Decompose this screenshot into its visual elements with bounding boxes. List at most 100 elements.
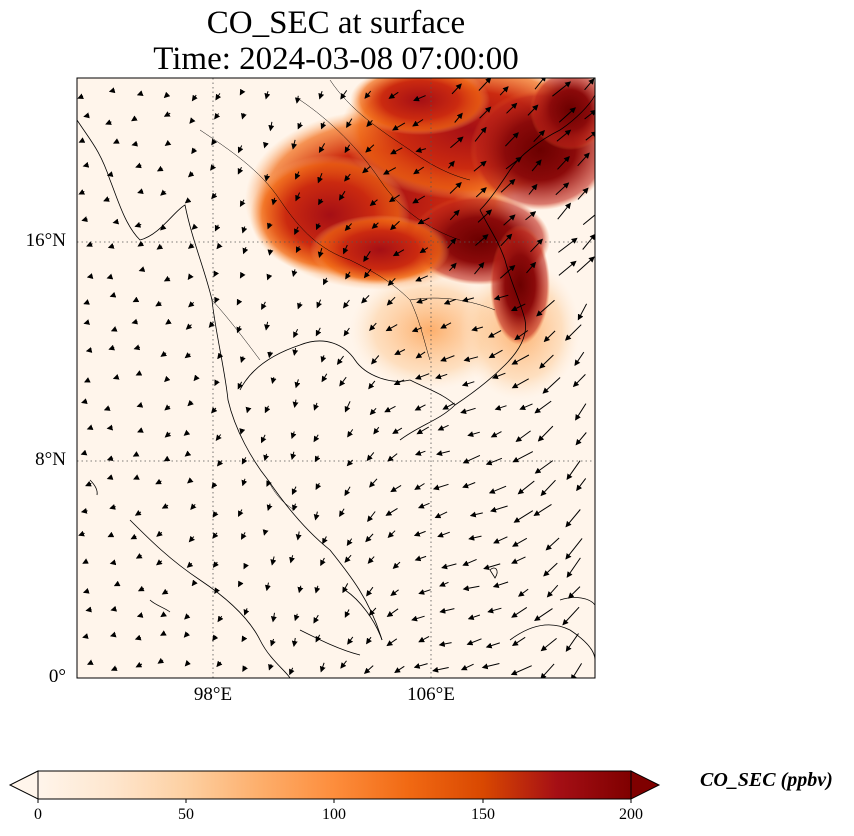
wind-arrow: [133, 344, 141, 351]
wind-arrow: [237, 166, 244, 175]
wind-arrow: [321, 373, 328, 383]
wind-arrow: [108, 344, 116, 351]
wind-arrow: [80, 507, 88, 514]
wind-arrow: [342, 244, 349, 255]
wind-arrow: [109, 504, 116, 510]
wind-arrow: [238, 509, 244, 517]
wind-arrow: [537, 425, 554, 442]
wind-arrow: [471, 325, 484, 332]
wind-arrow: [575, 403, 587, 421]
wind-arrow: [511, 378, 529, 389]
wind-arrow: [293, 613, 300, 622]
wind-arrow: [214, 112, 221, 120]
wind-arrow: [136, 401, 144, 408]
wind-arrow: [387, 530, 396, 538]
wind-arrow: [160, 224, 167, 231]
wind-arrow: [462, 454, 481, 464]
wind-arrow: [270, 556, 277, 566]
wind-arrow: [555, 182, 570, 196]
wind-arrow: [469, 511, 483, 518]
colorbar-tick-200: 200: [619, 806, 643, 823]
wind-arrow: [86, 273, 94, 279]
wind-arrow: [584, 78, 595, 91]
wind-arrow: [83, 299, 90, 305]
plot-title-line2: Time: 2024-03-08 07:00:00: [153, 41, 519, 77]
wind-arrow: [565, 509, 581, 528]
wind-arrow: [575, 432, 587, 446]
wind-arrow: [266, 480, 272, 487]
wind-arrow: [216, 242, 223, 250]
wind-arrow: [82, 558, 89, 564]
wind-arrow: [506, 102, 518, 114]
wind-arrow: [461, 296, 475, 303]
wind-arrow: [237, 381, 244, 390]
wind-arrow: [135, 162, 142, 169]
wind-arrow: [512, 537, 528, 547]
wind-arrow: [294, 171, 301, 180]
wind-arrow: [339, 508, 345, 517]
wind-arrow: [239, 356, 246, 363]
wind-arrow: [543, 330, 556, 343]
wind-arrow: [136, 612, 144, 618]
wind-arrow: [461, 380, 475, 387]
wind-arrow: [242, 665, 248, 672]
wind-arrow: [106, 424, 114, 431]
wind-arrow: [557, 202, 572, 220]
wind-arrow: [160, 611, 167, 618]
wind-arrow: [268, 121, 275, 132]
wind-arrow: [540, 663, 555, 678]
wind-arrow: [78, 530, 85, 537]
wind-arrow: [86, 241, 93, 247]
wind-arrow: [270, 638, 276, 647]
wind-arrow: [164, 139, 172, 146]
wind-arrow: [499, 86, 509, 96]
wind-arrow: [369, 199, 378, 207]
wind-arrow: [318, 198, 324, 206]
wind-arrow: [411, 615, 425, 622]
wind-arrow: [211, 192, 218, 200]
wind-arrow: [241, 532, 247, 540]
wind-arrow: [315, 223, 322, 231]
wind-arrow: [449, 182, 462, 194]
wind-arrow: [485, 457, 503, 466]
wind-arrow: [294, 226, 300, 236]
wind-arrow: [106, 171, 114, 177]
wind-arrow: [137, 188, 144, 194]
wind-arrow: [240, 112, 247, 120]
wind-arrow: [511, 606, 528, 618]
wind-arrow: [478, 78, 492, 91]
wind-arrow: [78, 137, 86, 143]
wind-arrow: [413, 95, 426, 102]
wind-arrow: [492, 581, 509, 588]
wind-arrow: [565, 538, 583, 560]
wind-arrow: [539, 354, 554, 369]
wind-arrow: [449, 209, 460, 221]
wind-arrow: [297, 122, 303, 130]
wind-arrow: [367, 511, 376, 522]
wind-arrow: [392, 561, 401, 569]
wind-arrow: [214, 587, 220, 595]
wind-arrow: [499, 264, 516, 279]
wind-arrow: [344, 173, 351, 182]
wind-arrow: [418, 635, 430, 643]
wind-arrow: [216, 660, 223, 668]
wind-arrow: [131, 115, 138, 122]
wind-arrow: [347, 429, 354, 438]
wind-arrow: [214, 224, 221, 232]
wind-arrow: [239, 428, 246, 435]
wind-arrow: [530, 238, 543, 253]
lat-label-16n: 16°N: [25, 230, 66, 251]
wind-arrow: [264, 321, 270, 331]
wind-arrow: [289, 555, 295, 564]
wind-arrow: [473, 160, 487, 172]
wind-arrow: [268, 663, 274, 671]
wind-arrow: [525, 211, 537, 221]
wind-arrow: [161, 588, 169, 595]
wind-arrow: [543, 562, 558, 577]
wind-arrow: [390, 147, 403, 155]
wind-arrow: [557, 155, 570, 170]
wind-arrow: [414, 373, 430, 380]
wind-arrow: [346, 459, 354, 467]
wind-arrow: [344, 554, 352, 563]
wind-arrow: [564, 324, 582, 341]
